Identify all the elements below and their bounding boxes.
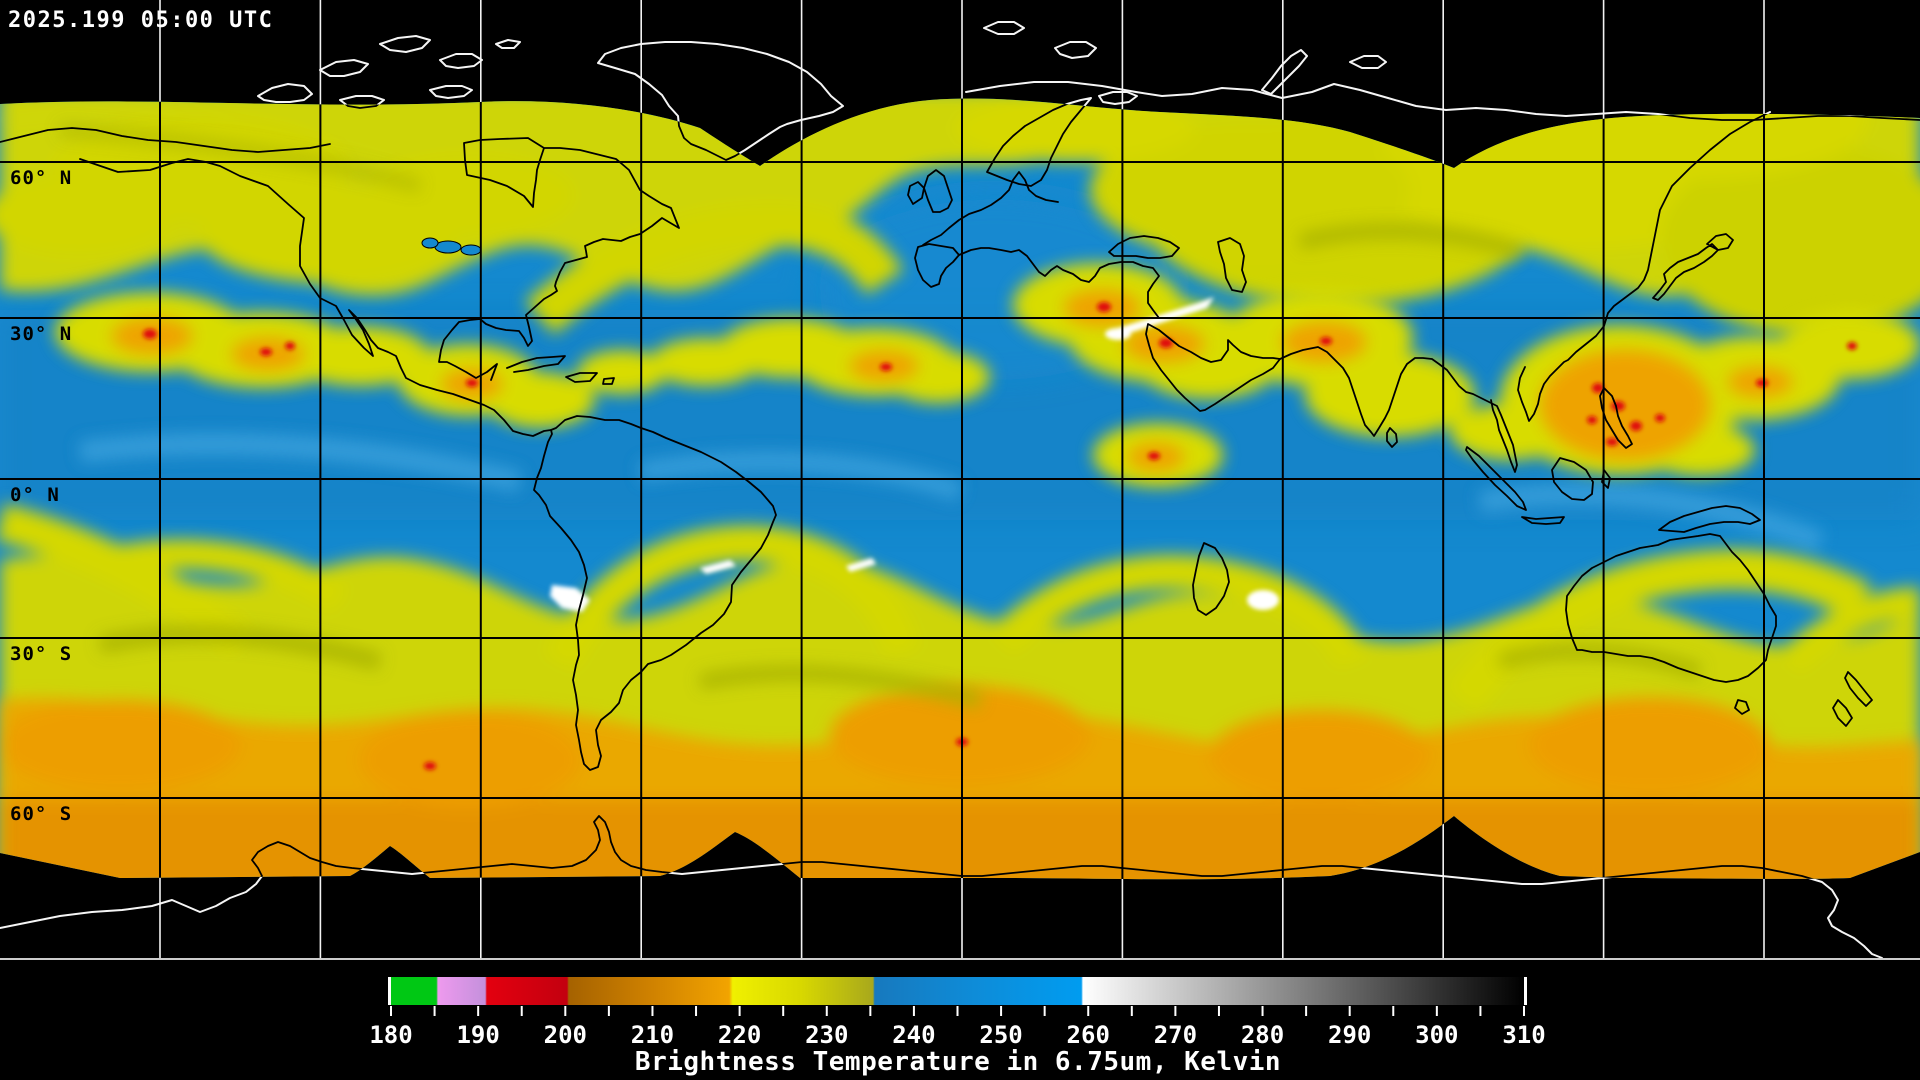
colorbar-tick-label: 300	[1415, 1021, 1458, 1049]
latitude-label: 60° S	[10, 803, 72, 825]
colorbar-tick-label: 240	[892, 1021, 935, 1049]
colorbar-tick-label: 210	[631, 1021, 674, 1049]
timestamp-label: 2025.199 05:00 UTC	[8, 8, 273, 33]
latitude-label: 60° N	[10, 167, 72, 189]
colorbar-tick-label: 180	[369, 1021, 412, 1049]
colorbar-tick-label: 280	[1241, 1021, 1284, 1049]
colorbar-tick-label: 260	[1067, 1021, 1110, 1049]
colorbar	[391, 977, 1524, 1005]
colorbar-tick-label: 290	[1328, 1021, 1371, 1049]
colorbar-tick-label: 220	[718, 1021, 761, 1049]
latitude-label: 30° N	[10, 323, 72, 345]
latitude-grid-black	[0, 161, 1920, 799]
colorbar-tick-label: 230	[805, 1021, 848, 1049]
latitude-labels: 60° N 30° N 0° N 30° S 60° S	[10, 167, 72, 825]
moisture-field	[0, 98, 1920, 880]
latitude-label: 0° N	[10, 484, 60, 506]
colorbar-tick-labels: 180 190 200 210 220 230 240 250 260 270 280 290 300 3…	[369, 1021, 1545, 1049]
colorbar-tick-label: 270	[1154, 1021, 1197, 1049]
latitude-label: 30° S	[10, 643, 72, 665]
colorbar-left-cap	[388, 977, 391, 1005]
deep-convection-red-specks	[143, 302, 1857, 770]
colorbar-tick-label: 190	[456, 1021, 499, 1049]
colorbar-caption: Brightness Temperature in 6.75um, Kelvin	[635, 1047, 1281, 1077]
colorbar-tick-label: 250	[979, 1021, 1022, 1049]
coldest-cloud-white-patches	[550, 297, 1279, 612]
colorbar-legend: 180 190 200 210 220 230 240 250 260 270 280 290 300 3…	[369, 977, 1546, 1077]
colorbar-tick-label: 200	[544, 1021, 587, 1049]
colorbar-tick-label: 310	[1502, 1021, 1545, 1049]
colorbar-ticks	[390, 1006, 1525, 1016]
colorbar-right-cap	[1524, 977, 1527, 1005]
